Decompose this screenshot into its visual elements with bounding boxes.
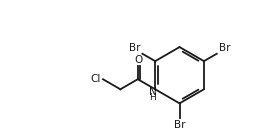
Text: O: O — [135, 55, 143, 65]
Text: N: N — [149, 87, 157, 97]
Text: Br: Br — [174, 120, 185, 130]
Text: Br: Br — [129, 43, 140, 53]
Text: H: H — [149, 93, 155, 102]
Text: Cl: Cl — [90, 74, 101, 84]
Text: Br: Br — [219, 43, 230, 53]
